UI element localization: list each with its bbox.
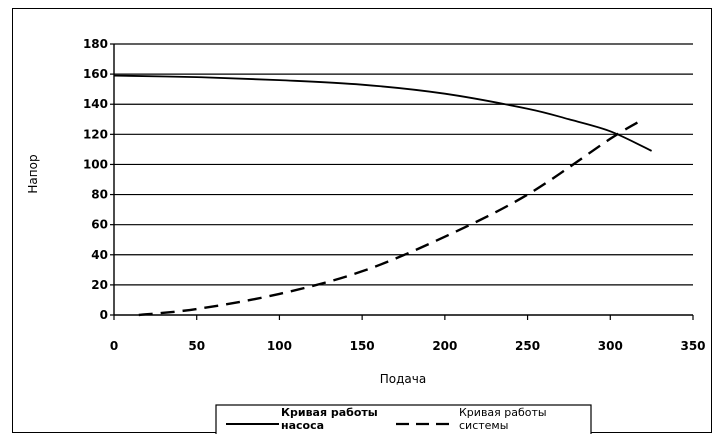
x-tick-label-350: 350 (680, 339, 705, 353)
legend-label-system-line2: системы (459, 419, 508, 432)
pump-curve-line (113, 74, 652, 152)
x-tick-label-200: 200 (432, 339, 457, 353)
y-tick-label-20: 20 (91, 278, 108, 292)
y-tick-label-180: 180 (83, 37, 108, 51)
x-tick-labels: 0 50 100 150 200 250 300 350 (110, 339, 706, 353)
y-tick-label-140: 140 (83, 97, 108, 111)
line-chart: 0 20 40 60 80 100 120 140 160 180 0 50 100 150 200 250… (26, 37, 706, 434)
y-tick-label-40: 40 (91, 248, 108, 262)
y-axis-title: Напор (26, 154, 40, 193)
x-tick-label-300: 300 (598, 339, 623, 353)
y-tick-label-60: 60 (91, 218, 108, 232)
legend-label-pump-line1: Кривая работы (281, 406, 378, 419)
series-lines (113, 74, 652, 317)
axes (110, 43, 694, 320)
y-tick-label-0: 0 (100, 308, 108, 322)
legend-label-pump-line2: насоса (281, 419, 324, 432)
y-tick-label-120: 120 (83, 127, 108, 141)
legend-box (215, 404, 592, 434)
y-tick-labels: 0 20 40 60 80 100 120 140 160 180 (83, 37, 108, 322)
chart-frame: 0 20 40 60 80 100 120 140 160 180 0 50 100 150 200 250… (12, 8, 712, 434)
y-tick-label-160: 160 (83, 67, 108, 81)
gridlines (114, 43, 693, 286)
x-tick-label-100: 100 (267, 339, 292, 353)
x-tick-label-0: 0 (110, 339, 118, 353)
y-tick-label-100: 100 (83, 157, 108, 171)
y-tick-label-80: 80 (91, 188, 108, 202)
system-curve-line (138, 118, 645, 317)
x-tick-label-250: 250 (515, 339, 540, 353)
x-tick-label-50: 50 (188, 339, 205, 353)
legend-label-system-line1: Кривая работы (459, 406, 547, 419)
legend: Кривая работы насоса Кривая работы систе… (215, 404, 592, 434)
x-tick-label-150: 150 (350, 339, 375, 353)
x-axis-title: Подача (380, 372, 426, 386)
